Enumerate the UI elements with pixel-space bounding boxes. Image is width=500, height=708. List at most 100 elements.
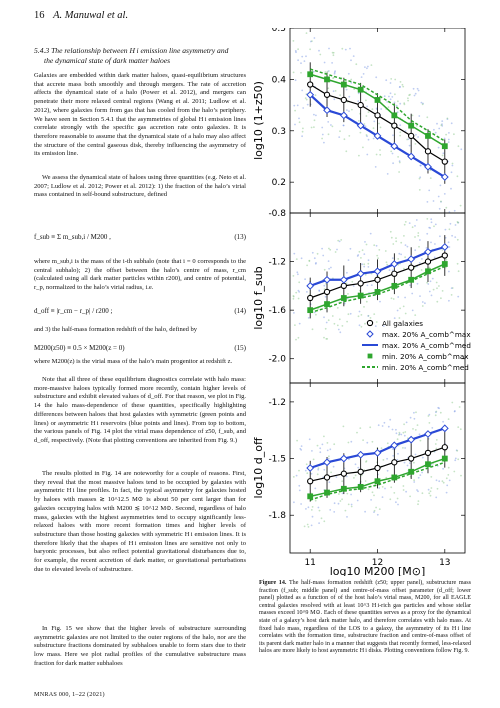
background-point <box>384 487 386 490</box>
background-point <box>436 122 438 125</box>
background-point <box>394 78 397 81</box>
data-point <box>340 96 347 104</box>
background-point <box>345 88 348 91</box>
background-point <box>342 425 345 428</box>
background-point <box>317 468 320 471</box>
background-point <box>386 457 388 460</box>
y-tick-label: 0.3 <box>272 127 286 137</box>
background-point <box>448 246 451 248</box>
background-point <box>369 426 372 429</box>
background-point <box>334 90 337 92</box>
data-point <box>425 268 431 275</box>
data-point <box>373 132 382 140</box>
background-point <box>453 133 455 136</box>
background-point <box>341 492 344 495</box>
background-point <box>391 269 394 272</box>
background-point <box>348 135 351 137</box>
background-point <box>350 78 353 81</box>
background-point <box>403 103 406 106</box>
background-point <box>402 305 405 308</box>
background-point <box>323 268 326 271</box>
background-point <box>318 290 321 292</box>
background-point <box>386 263 389 266</box>
background-point <box>417 136 419 138</box>
background-point <box>311 450 313 452</box>
background-point <box>397 452 399 455</box>
background-point <box>428 189 431 192</box>
legend-label: All galaxies <box>382 319 423 328</box>
background-point <box>300 503 302 505</box>
background-point <box>448 228 451 231</box>
background-point <box>457 426 460 428</box>
background-point <box>335 476 338 478</box>
background-point <box>309 48 311 51</box>
data-point <box>324 76 330 83</box>
background-point <box>432 288 435 291</box>
background-point <box>300 62 302 65</box>
background-point <box>389 418 392 421</box>
background-point <box>438 127 441 130</box>
background-point <box>453 470 456 473</box>
background-point <box>397 156 399 158</box>
background-point <box>371 108 374 111</box>
background-point <box>395 240 398 243</box>
data-point <box>441 455 448 462</box>
background-point <box>342 124 345 127</box>
background-point <box>366 441 369 444</box>
background-point <box>381 486 384 488</box>
background-point <box>417 234 420 237</box>
background-point <box>374 325 377 327</box>
background-point <box>427 283 430 285</box>
background-point <box>421 471 423 474</box>
background-point <box>301 89 304 92</box>
data-point <box>323 275 331 284</box>
background-point <box>386 173 389 175</box>
background-point <box>315 114 317 117</box>
background-point <box>443 137 446 140</box>
background-point <box>404 447 406 449</box>
data-point <box>390 142 399 151</box>
data-point <box>408 468 415 475</box>
y-tick-label: 0.5 <box>272 28 286 34</box>
background-point <box>334 70 336 73</box>
data-point <box>340 485 347 492</box>
data-point <box>407 255 416 264</box>
background-point <box>434 223 437 226</box>
background-point <box>375 506 377 509</box>
background-point <box>419 176 422 179</box>
data-point <box>374 97 381 103</box>
legend-marker <box>366 330 374 338</box>
background-point <box>327 260 330 262</box>
background-point <box>414 236 416 238</box>
background-point <box>336 324 339 327</box>
background-point <box>373 120 376 123</box>
background-point <box>327 70 330 72</box>
background-point <box>361 263 364 266</box>
background-point <box>367 266 370 268</box>
background-point <box>364 322 366 325</box>
background-point <box>413 479 415 482</box>
data-point <box>408 455 415 462</box>
y-tick-label: -1.2 <box>268 258 286 268</box>
background-point <box>295 474 298 477</box>
paragraph-2: We assess the dynamical state of haloes … <box>34 174 246 199</box>
data-point <box>306 90 315 99</box>
background-point <box>318 49 320 52</box>
background-point <box>418 177 421 180</box>
background-point <box>450 287 453 289</box>
background-point <box>414 453 417 456</box>
background-point <box>436 487 439 490</box>
background-point <box>428 492 431 495</box>
background-point <box>323 288 326 290</box>
background-point <box>430 487 433 489</box>
background-point <box>381 425 384 427</box>
legend-label: max. 20% A_comb^max <box>382 330 471 339</box>
background-point <box>450 171 453 174</box>
background-point <box>404 221 407 223</box>
background-point <box>336 307 339 309</box>
background-point <box>346 492 349 495</box>
data-point <box>441 158 448 165</box>
background-point <box>360 76 363 78</box>
background-point <box>394 93 396 96</box>
background-point <box>293 501 295 504</box>
